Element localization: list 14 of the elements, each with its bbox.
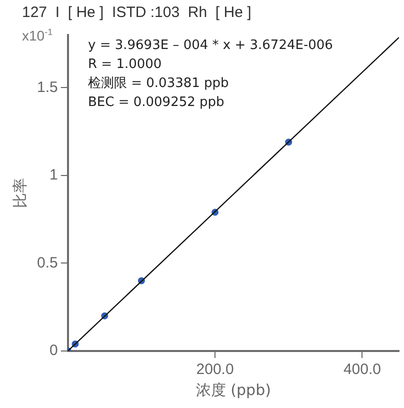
annotation: 检测限 = 0.03381 ppb [88,75,230,93]
y-tick-label: 1.5 [36,78,58,96]
annotation: BEC = 0.009252 ppb [88,94,226,112]
x-tick-label: 400.0 [343,361,381,378]
y-tick-label: 0 [50,342,58,360]
text: x10$^{-1}$ [22,27,53,44]
y-axis-title: 比率 [10,178,29,208]
x-tick-label: 200.0 [196,361,234,378]
x-axis-title: 浓度 (ppb) [196,380,271,399]
annotation: R = 1.0000 [88,56,163,74]
chart-title: 127 I [ He ] ISTD :103 Rh [ He ] [22,4,252,21]
y-tick-label: 1 [50,166,58,184]
y-tick-label: 0.5 [36,254,58,272]
annotation: y = 3.9693E – 004 * x + 3.6724E-006 [88,37,333,55]
